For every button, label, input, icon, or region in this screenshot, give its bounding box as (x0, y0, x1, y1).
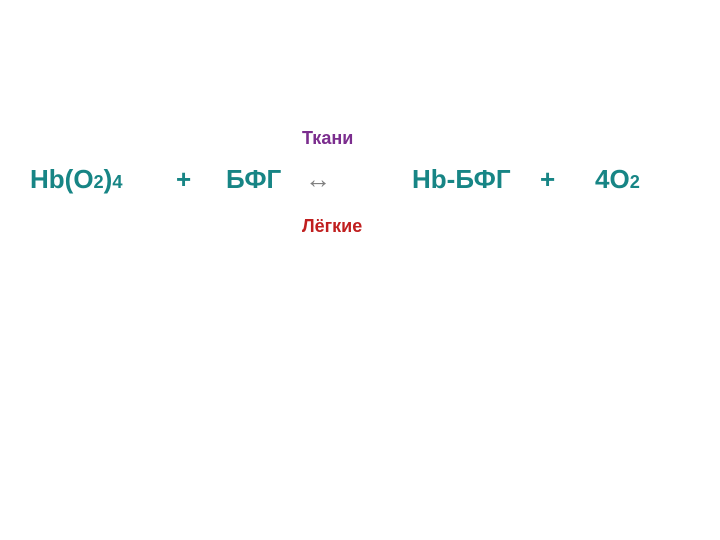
label-tissues-text: Ткани (302, 128, 353, 148)
term1-close: ) (104, 164, 113, 195)
plus-1: + (176, 164, 191, 195)
arrow-text: ↔ (305, 164, 331, 194)
plus-2: + (540, 164, 555, 195)
term4-main: 4O (595, 164, 630, 195)
term2-text: БФГ (226, 164, 281, 194)
plus1-text: + (176, 164, 191, 194)
label-lungs-text: Лёгкие (302, 216, 362, 236)
term-bfg: БФГ (226, 164, 281, 195)
label-lungs: Лёгкие (302, 216, 362, 237)
term-hb-o2-4: Hb(O2)4 (30, 164, 122, 195)
term-hb-bfg: Hb-БФГ (412, 164, 511, 195)
term3-text: Hb-БФГ (412, 164, 511, 194)
label-tissues: Ткани (302, 128, 353, 149)
term1-part1: Hb(O (30, 164, 94, 195)
term-4o2: 4O2 (595, 164, 640, 195)
equilibrium-arrow: ↔ (305, 164, 331, 195)
plus2-text: + (540, 164, 555, 194)
